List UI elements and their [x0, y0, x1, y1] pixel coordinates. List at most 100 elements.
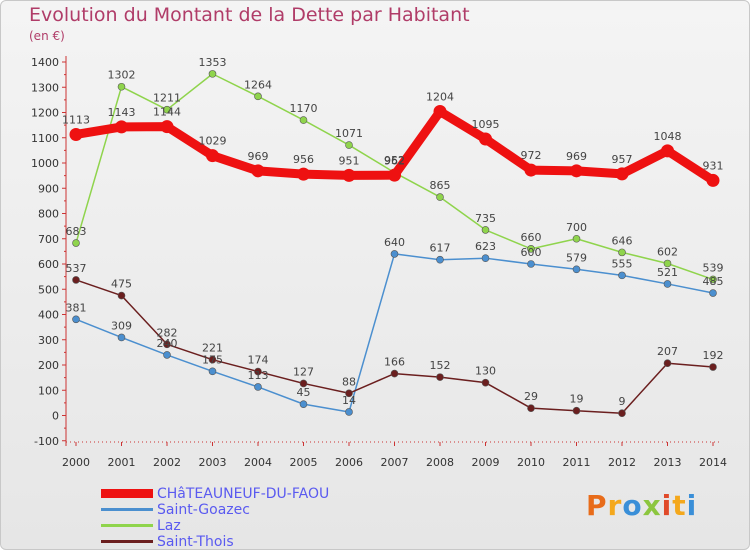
series-point-0 — [69, 127, 83, 141]
chart-title: Evolution du Montant de la Dette par Hab… — [29, 4, 470, 26]
data-label-2: 962 — [384, 155, 405, 168]
series-point-2 — [709, 275, 717, 284]
data-label-3: 282 — [157, 326, 178, 339]
series-point-1 — [709, 289, 717, 297]
data-label-3: 475 — [111, 278, 132, 291]
data-label-1: 521 — [657, 266, 678, 279]
data-label-1: 485 — [703, 275, 724, 288]
x-tick-label: 2006 — [335, 456, 363, 469]
series-point-2 — [208, 70, 217, 78]
y-tick-label: 500 — [38, 283, 59, 296]
data-label-1: 640 — [384, 236, 405, 249]
series-point-3 — [572, 406, 581, 415]
data-label-3: 9 — [619, 395, 626, 408]
series-point-0 — [160, 120, 174, 134]
data-label-0: 1204 — [426, 90, 454, 103]
series-point-3 — [481, 378, 490, 387]
proxiti-logo: Proxiti — [586, 489, 697, 522]
axes: -100 0 100 200 300 400 500 600 700 800 900 1000 1100… — [31, 56, 727, 469]
data-label-1: 555 — [612, 257, 633, 270]
legend-swatch-saint-thois — [101, 540, 153, 543]
series-point-2 — [572, 234, 581, 243]
series-point-0 — [297, 167, 310, 181]
series-point-0 — [706, 173, 720, 187]
legend-label-saint-goazec: Saint-Goazec — [157, 502, 250, 518]
data-label-0: 952 — [384, 154, 405, 167]
series-point-0 — [615, 167, 629, 181]
series-point-3 — [345, 389, 353, 398]
data-label-2: 1211 — [153, 92, 181, 105]
data-label-3: 166 — [384, 356, 405, 369]
data-label-3: 88 — [342, 375, 356, 388]
data-label-1: 175 — [202, 353, 223, 366]
logo-letter: P — [586, 489, 608, 522]
series-point-1 — [208, 367, 217, 376]
data-label-0: 969 — [248, 150, 269, 163]
legend-swatch-chateauneuf — [101, 489, 153, 498]
legend-swatch-laz — [101, 524, 153, 527]
data-label-0: 1048 — [654, 130, 682, 143]
x-tick-label: 2002 — [153, 456, 181, 469]
data-label-1: 14 — [342, 394, 356, 407]
series-point-1 — [390, 250, 399, 258]
legend-swatch-saint-goazec — [101, 508, 153, 511]
series-point-0 — [479, 132, 492, 146]
series-point-2 — [527, 245, 535, 253]
series-point-0 — [524, 163, 538, 177]
y-tick-label: 1100 — [31, 132, 59, 145]
logo-letter: x — [642, 489, 662, 522]
data-label-1: 617 — [430, 242, 451, 255]
data-label-3: 207 — [657, 345, 678, 358]
data-label-0: 1144 — [153, 106, 181, 119]
series-point-2 — [618, 248, 626, 257]
logo-letter: r — [607, 489, 623, 522]
y-tick-label: 800 — [38, 208, 59, 221]
x-tick-label: 2012 — [608, 456, 636, 469]
logo-letter: t — [672, 489, 687, 522]
data-label-3: 130 — [475, 365, 496, 378]
series-point-2 — [345, 141, 353, 149]
data-label-2: 1302 — [108, 69, 136, 82]
y-tick-label: 1400 — [31, 56, 59, 69]
legend-label-laz: Laz — [157, 518, 181, 534]
data-label-2: 865 — [430, 179, 451, 192]
x-tick-label: 2008 — [426, 456, 454, 469]
data-label-3: 192 — [703, 349, 724, 362]
x-tick-label: 2007 — [381, 456, 409, 469]
series-point-1 — [299, 400, 308, 408]
data-label-2: 700 — [566, 221, 587, 234]
y-tick-label: 200 — [38, 359, 59, 372]
y-tick-label: -100 — [34, 435, 59, 448]
x-tick-label: 2005 — [290, 456, 318, 469]
series-point-3 — [254, 367, 262, 376]
series-point-0 — [388, 168, 401, 182]
y-tick-label: 1000 — [31, 157, 59, 170]
y-tick-label: 300 — [38, 334, 59, 347]
data-label-3: 127 — [293, 365, 314, 378]
data-label-0: 957 — [612, 153, 633, 166]
series-point-2 — [299, 116, 308, 124]
series-point-0 — [661, 144, 674, 158]
series-point-1 — [72, 315, 80, 324]
series-point-3 — [72, 276, 80, 284]
series-point-3 — [709, 363, 717, 371]
data-label-1: 381 — [66, 301, 87, 314]
data-label-0: 1143 — [108, 106, 136, 119]
data-label-2: 1071 — [335, 127, 363, 140]
data-label-0: 1095 — [472, 118, 500, 131]
series-point-1 — [345, 408, 353, 416]
data-label-3: 174 — [248, 354, 269, 367]
series-point-2 — [117, 82, 126, 91]
legend-label-saint-thois: Saint-Thois — [157, 534, 234, 550]
series-point-1 — [117, 333, 126, 342]
data-label-2: 660 — [521, 231, 542, 244]
series-point-1 — [663, 280, 672, 288]
data-label-3: 152 — [430, 359, 451, 372]
data-label-2: 735 — [475, 212, 496, 225]
series-point-3 — [436, 373, 444, 381]
y-tick-label: 1300 — [31, 81, 59, 94]
series-point-1 — [436, 255, 444, 264]
data-label-2: 646 — [612, 234, 633, 247]
data-label-2: 1170 — [290, 102, 318, 115]
